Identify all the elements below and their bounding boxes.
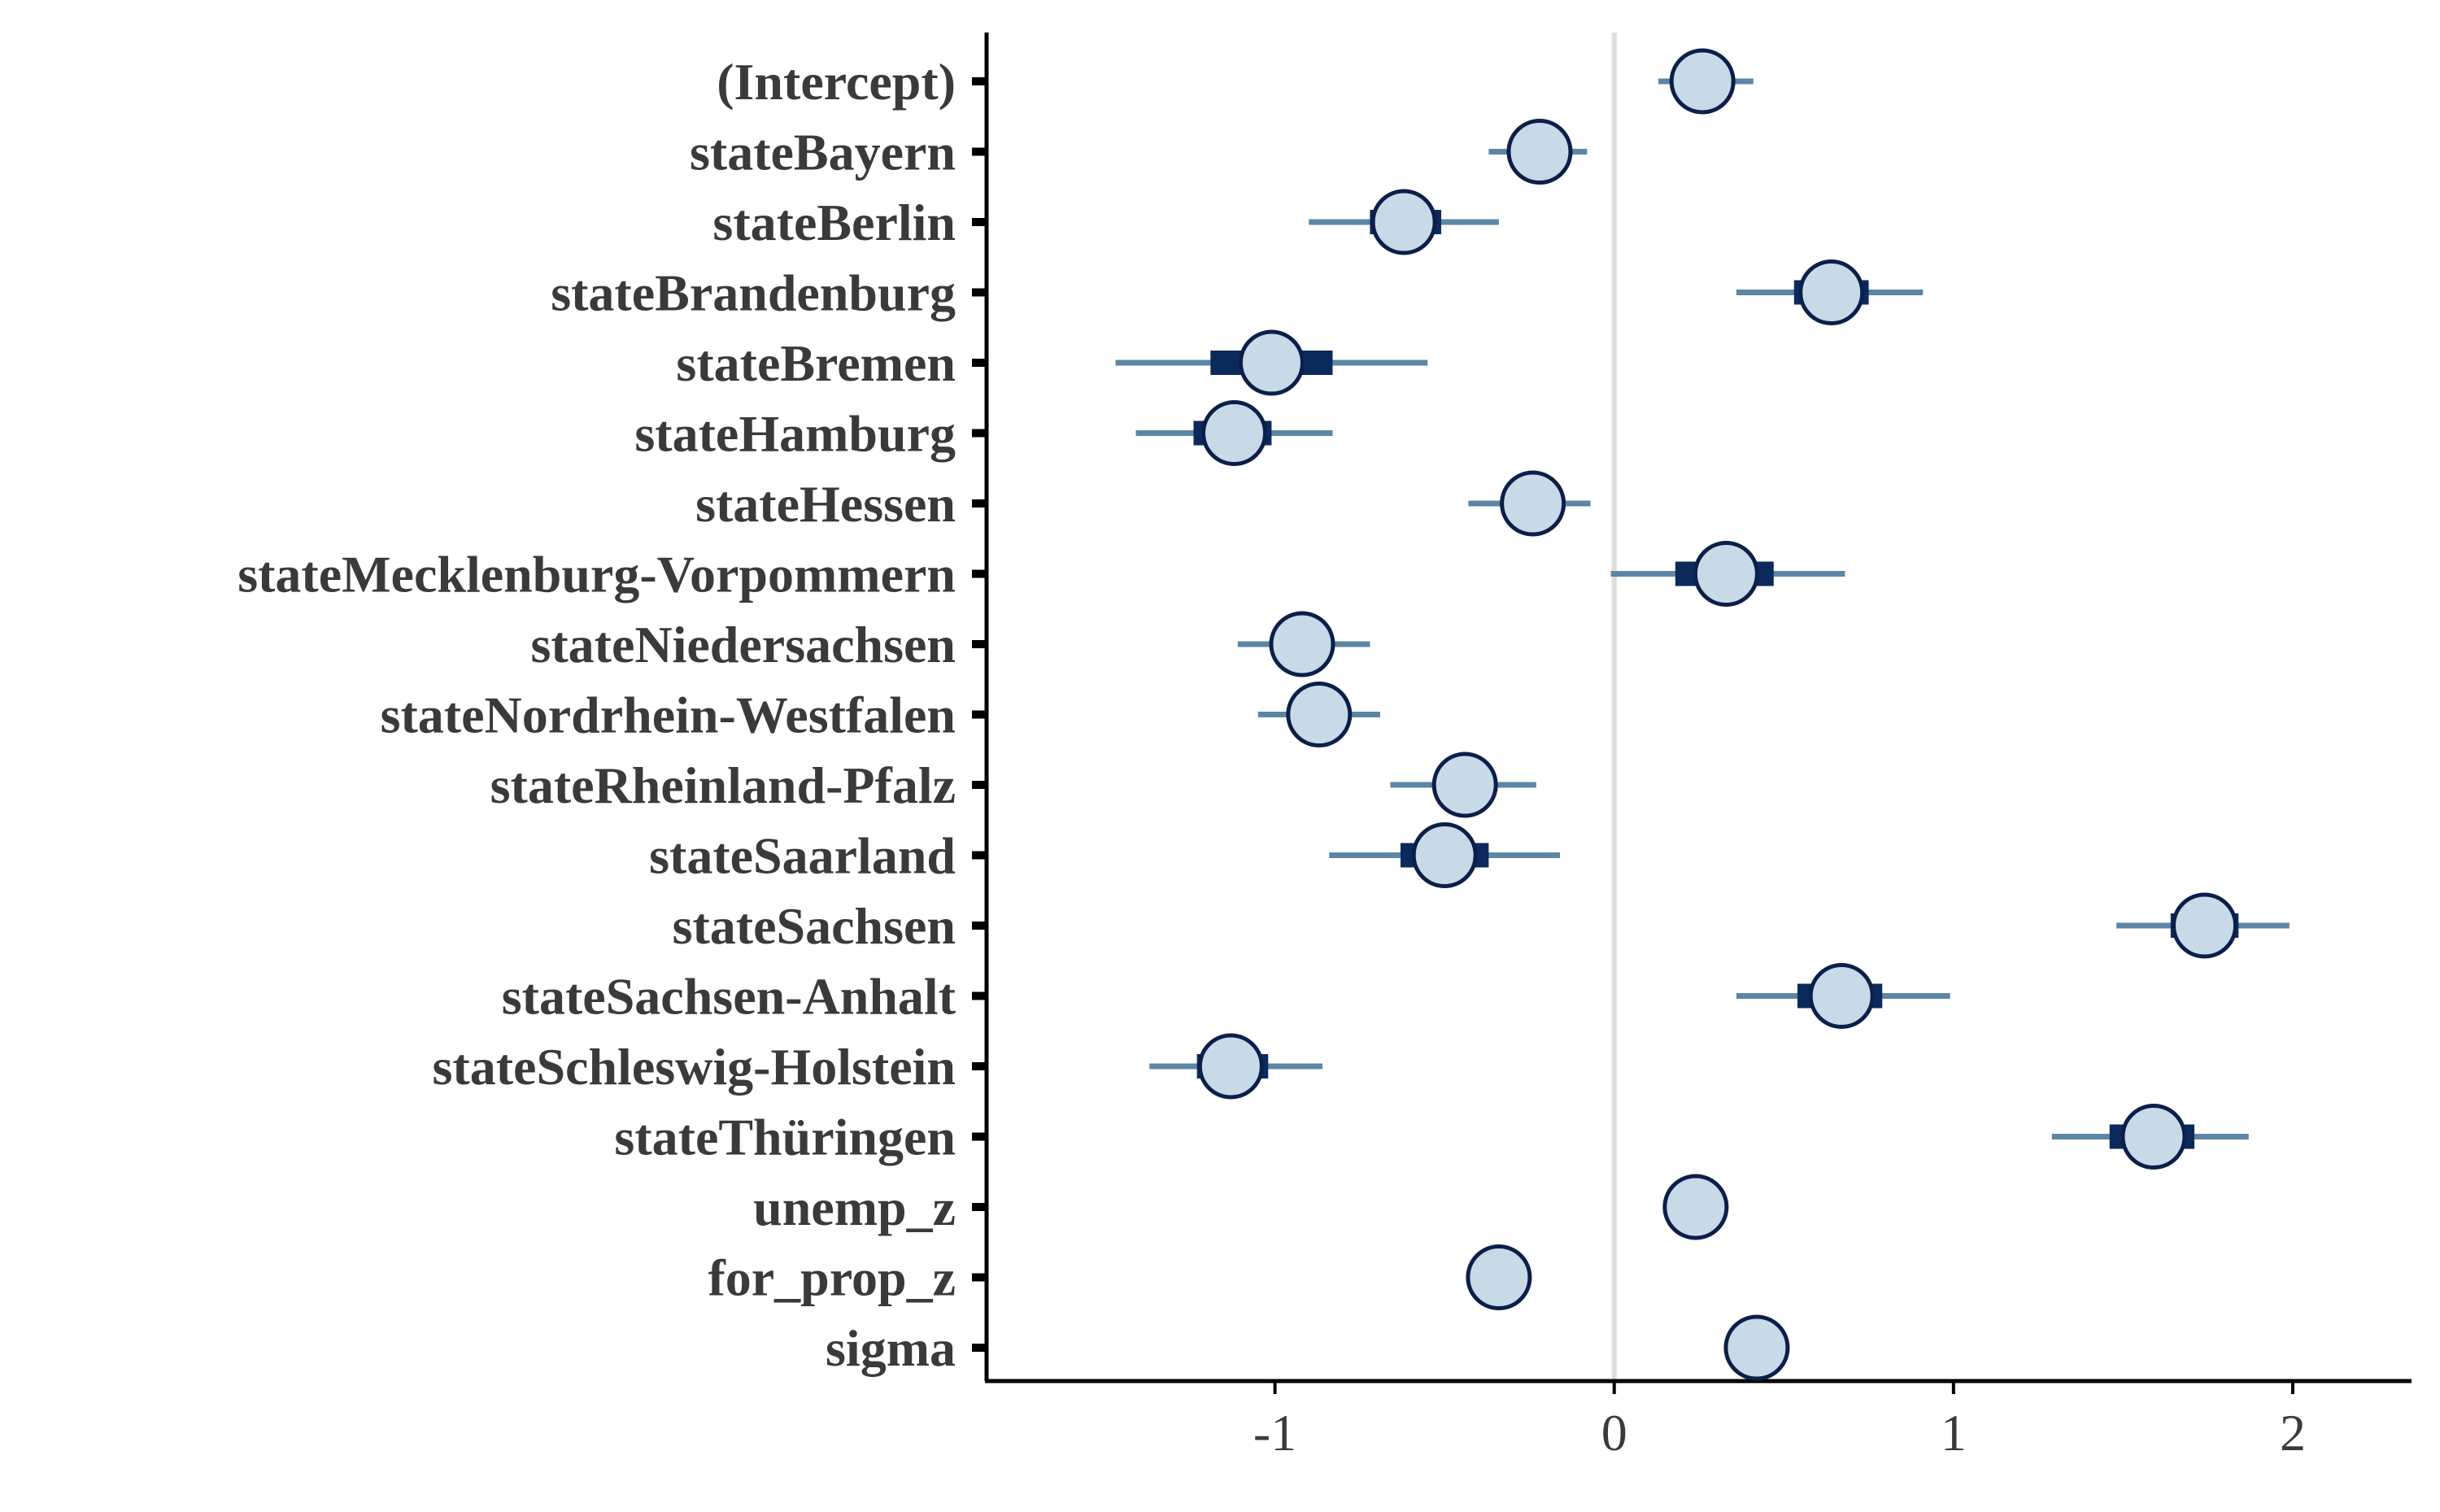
y-tick-label: stateNordrhein-Westfalen bbox=[381, 686, 956, 744]
point-estimate bbox=[1506, 119, 1573, 185]
point-estimate bbox=[1411, 822, 1478, 888]
marks-layer bbox=[1115, 48, 2290, 1381]
point-estimate bbox=[1238, 329, 1305, 396]
x-tick-label: 2 bbox=[2280, 1404, 2306, 1462]
y-tick-label: stateSchleswig-Holstein bbox=[433, 1038, 956, 1096]
point-estimate bbox=[1431, 752, 1498, 818]
point-estimate bbox=[1662, 1174, 1729, 1240]
point-estimate bbox=[1500, 470, 1566, 537]
y-tick-label: unemp_z bbox=[753, 1179, 956, 1236]
point-estimate bbox=[1466, 1244, 1532, 1310]
point-estimate bbox=[2172, 892, 2238, 959]
labels-layer: -1 0 1 2 (Intercept) stateBayern stateBerlin st… bbox=[237, 53, 2306, 1462]
y-tick-label: stateHessen bbox=[695, 475, 956, 533]
point-estimate bbox=[1669, 48, 1736, 115]
y-tick-label: stateBerlin bbox=[712, 194, 956, 251]
point-estimate bbox=[1693, 541, 1759, 607]
point-estimate bbox=[1370, 189, 1437, 255]
x-tick-label: 0 bbox=[1601, 1404, 1627, 1462]
axes-layer bbox=[972, 33, 2412, 1394]
point-estimate bbox=[1286, 682, 1353, 747]
y-tick-label: stateBayern bbox=[690, 124, 956, 181]
y-tick-label: stateSachsen bbox=[673, 897, 956, 955]
point-estimate bbox=[1201, 400, 1268, 466]
point-estimate bbox=[1798, 259, 1865, 325]
y-tick-label: stateBremen bbox=[676, 334, 956, 392]
point-estimate bbox=[1723, 1314, 1790, 1381]
point-estimate bbox=[1269, 611, 1335, 678]
y-tick-label: sigma bbox=[826, 1319, 956, 1377]
y-tick-label: stateSaarland bbox=[649, 827, 956, 885]
y-tick-label: stateMecklenburg-Vorpommern bbox=[237, 546, 956, 603]
point-estimate bbox=[2120, 1104, 2187, 1170]
y-tick-label: stateHamburg bbox=[634, 405, 956, 463]
y-tick-label: for_prop_z bbox=[708, 1249, 956, 1307]
y-tick-label: stateThüringen bbox=[614, 1109, 956, 1166]
y-tick-label: stateBrandenburg bbox=[551, 264, 956, 322]
point-estimate bbox=[1808, 963, 1875, 1029]
y-tick-label: stateSachsen-Anhalt bbox=[502, 968, 956, 1026]
y-tick-label: (Intercept) bbox=[717, 53, 956, 111]
y-tick-label: stateNiedersachsen bbox=[530, 616, 956, 673]
y-tick-label: stateRheinland-Pfalz bbox=[490, 756, 956, 814]
x-tick-label: -1 bbox=[1253, 1404, 1296, 1462]
x-tick-label: 1 bbox=[1941, 1404, 1967, 1462]
point-estimate bbox=[1197, 1033, 1264, 1100]
